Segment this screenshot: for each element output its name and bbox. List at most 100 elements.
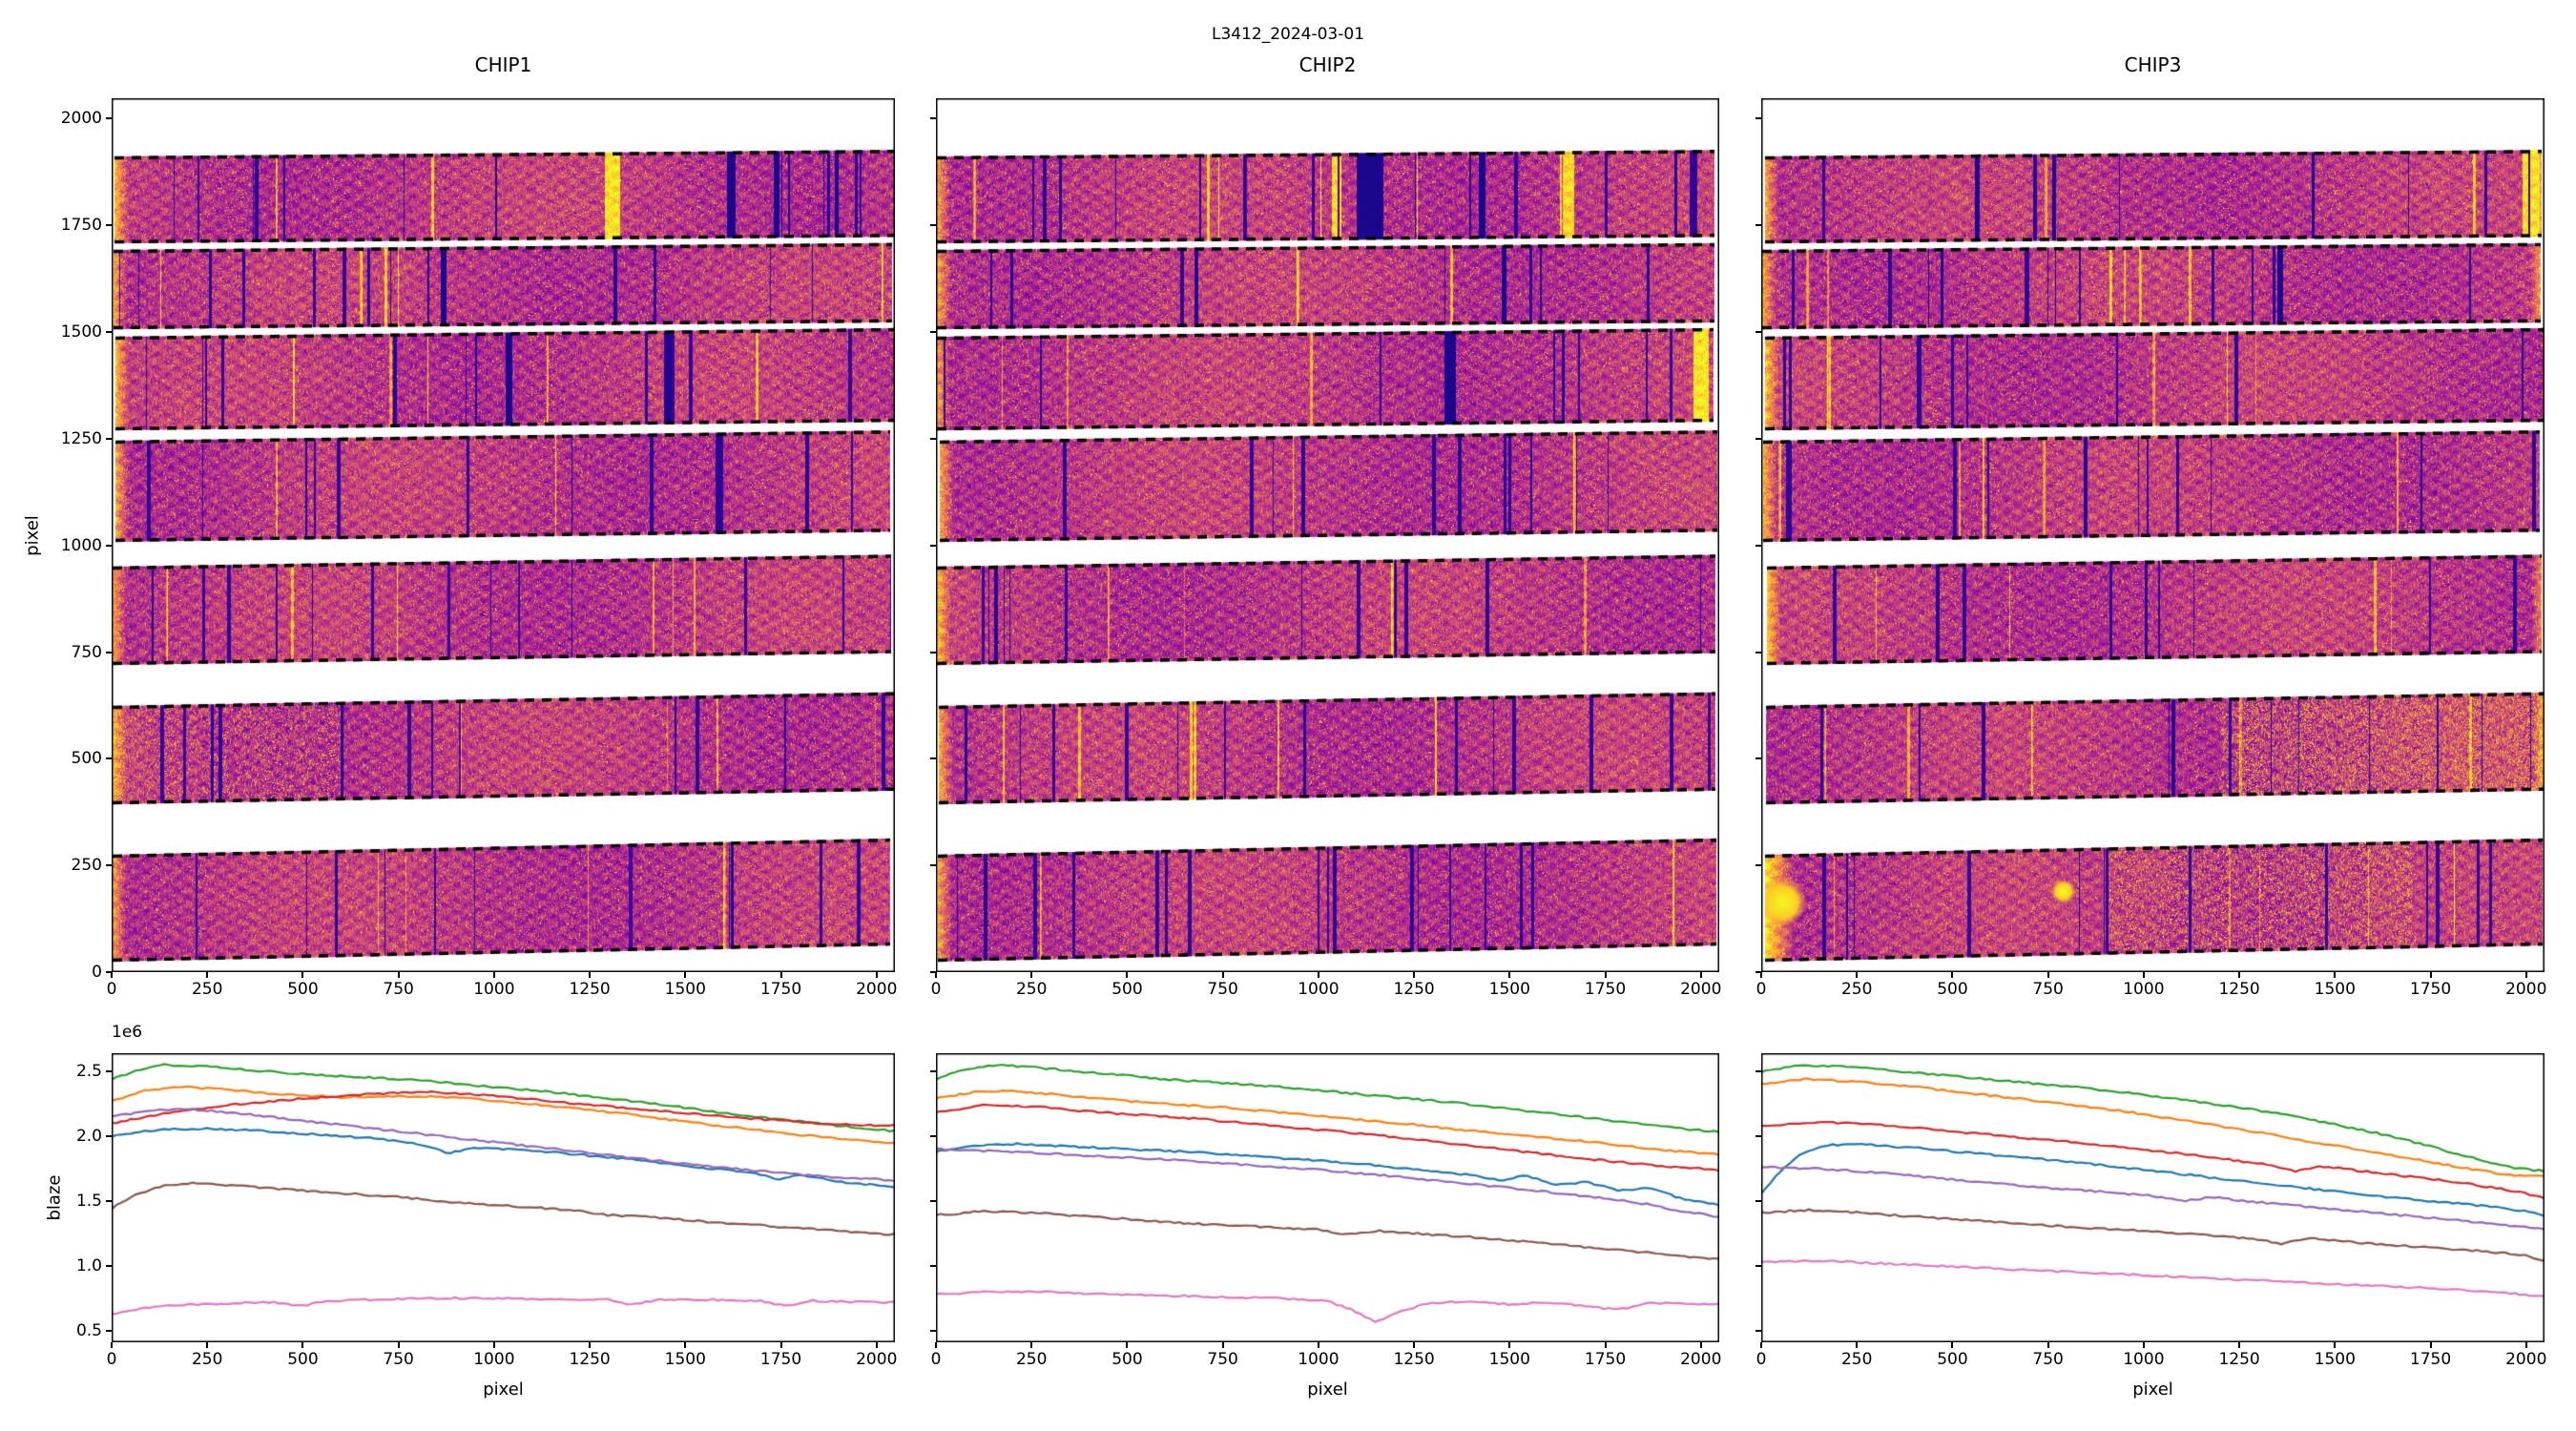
tick-mark (930, 651, 936, 653)
tick-mark (875, 1342, 878, 1348)
tick-mark (1508, 1342, 1511, 1348)
tick-mark (930, 1134, 936, 1137)
x-tick-label: 1500 (1488, 1350, 1530, 1369)
x-tick-label: 0 (930, 1350, 942, 1369)
x-tick-label: 1750 (2409, 980, 2452, 999)
tick-mark (106, 757, 112, 760)
chip1-orders-canvas (112, 98, 895, 972)
tick-mark (1699, 1342, 1702, 1348)
tick-mark (1755, 651, 1761, 653)
tick-mark (930, 544, 936, 547)
tick-mark (930, 1199, 936, 1202)
tick-mark (1030, 1342, 1033, 1348)
tick-mark (1951, 1342, 1954, 1348)
x-tick-label: 2000 (1680, 980, 1722, 999)
x-tick-label: 2000 (856, 1350, 898, 1369)
tick-mark (301, 1342, 304, 1348)
tick-mark (1755, 1199, 1761, 1202)
tick-mark (1755, 1329, 1761, 1332)
x-tick-label: 0 (1755, 980, 1767, 999)
tick-mark (1755, 224, 1761, 227)
x-tick-label: 750 (2032, 980, 2064, 999)
tick-mark (930, 971, 936, 973)
chip3-xaxis-label: pixel (2132, 1379, 2173, 1400)
tick-mark (2524, 1342, 2527, 1348)
y-tick-label: 2.5 (75, 1062, 102, 1082)
tick-mark (684, 1342, 687, 1348)
x-tick-label: 1500 (664, 980, 706, 999)
y-tick-label: 1250 (60, 428, 102, 448)
x-tick-label: 1250 (2218, 1350, 2260, 1369)
chip3-orders-canvas (1761, 98, 2545, 972)
tick-mark (935, 972, 937, 978)
tick-mark (106, 1264, 112, 1267)
x-tick-label: 1750 (759, 980, 802, 999)
tick-mark (106, 117, 112, 120)
tick-mark (1221, 1342, 1224, 1348)
chip3-blaze-panel (1761, 1053, 2545, 1342)
tick-mark (111, 972, 113, 978)
tick-mark (2334, 1342, 2337, 1348)
x-tick-label: 1250 (569, 1350, 611, 1369)
chip2-orders-canvas (936, 98, 1719, 972)
tick-mark (1604, 972, 1607, 978)
tick-mark (1755, 757, 1761, 760)
tick-mark (779, 1342, 782, 1348)
tick-mark (1755, 1264, 1761, 1267)
x-tick-label: 750 (2032, 1350, 2064, 1369)
tick-mark (1221, 972, 1224, 978)
tick-mark (930, 864, 936, 867)
tick-mark (684, 972, 687, 978)
tick-mark (2429, 972, 2432, 978)
chip1-blaze-canvas (112, 1053, 895, 1342)
chip1-orders-panel (112, 98, 895, 972)
tick-mark (589, 1342, 592, 1348)
tick-mark (930, 117, 936, 120)
y-tick-label: 1.5 (75, 1191, 102, 1211)
x-tick-label: 250 (191, 980, 223, 999)
chip2-orders-panel (936, 98, 1719, 972)
tick-mark (1755, 331, 1761, 334)
tick-mark (1413, 972, 1416, 978)
tick-mark (2142, 972, 2145, 978)
tick-mark (1760, 972, 1762, 978)
tick-mark (2142, 1342, 2145, 1348)
x-tick-label: 1000 (473, 980, 515, 999)
tick-mark (930, 1070, 936, 1073)
tick-mark (930, 331, 936, 334)
y-tick-label: 750 (71, 642, 102, 662)
tick-mark (106, 331, 112, 334)
x-tick-label: 250 (1840, 980, 1873, 999)
tick-mark (1755, 544, 1761, 547)
tick-mark (1604, 1342, 1607, 1348)
x-tick-label: 0 (1755, 1350, 1767, 1369)
x-tick-label: 250 (1015, 980, 1048, 999)
tick-mark (1699, 972, 1702, 978)
tick-mark (779, 972, 782, 978)
chip1-xaxis-label: pixel (483, 1379, 524, 1400)
x-tick-label: 750 (1207, 980, 1238, 999)
tick-mark (2046, 972, 2049, 978)
tick-mark (106, 1199, 112, 1202)
tick-mark (106, 1070, 112, 1073)
x-tick-label: 1500 (664, 1350, 706, 1369)
x-tick-label: 250 (1840, 1350, 1873, 1369)
tick-mark (2238, 1342, 2241, 1348)
chip1-blaze-panel (112, 1053, 895, 1342)
y-tick-label: 1500 (60, 322, 102, 342)
x-tick-label: 2000 (2505, 1350, 2547, 1369)
tick-mark (1755, 437, 1761, 440)
blaze-offset-text: 1e6 (112, 1023, 143, 1042)
tick-mark (1856, 1342, 1859, 1348)
tick-mark (930, 437, 936, 440)
tick-mark (106, 437, 112, 440)
figure-suptitle: L3412_2024-03-01 (1211, 25, 1365, 44)
tick-mark (1856, 972, 1859, 978)
x-tick-label: 1250 (1393, 1350, 1435, 1369)
tick-mark (2334, 972, 2337, 978)
chip2-blaze-canvas (936, 1053, 1719, 1342)
tick-mark (106, 544, 112, 547)
x-tick-label: 1750 (2409, 1350, 2452, 1369)
tick-mark (589, 972, 592, 978)
tick-mark (1126, 1342, 1129, 1348)
